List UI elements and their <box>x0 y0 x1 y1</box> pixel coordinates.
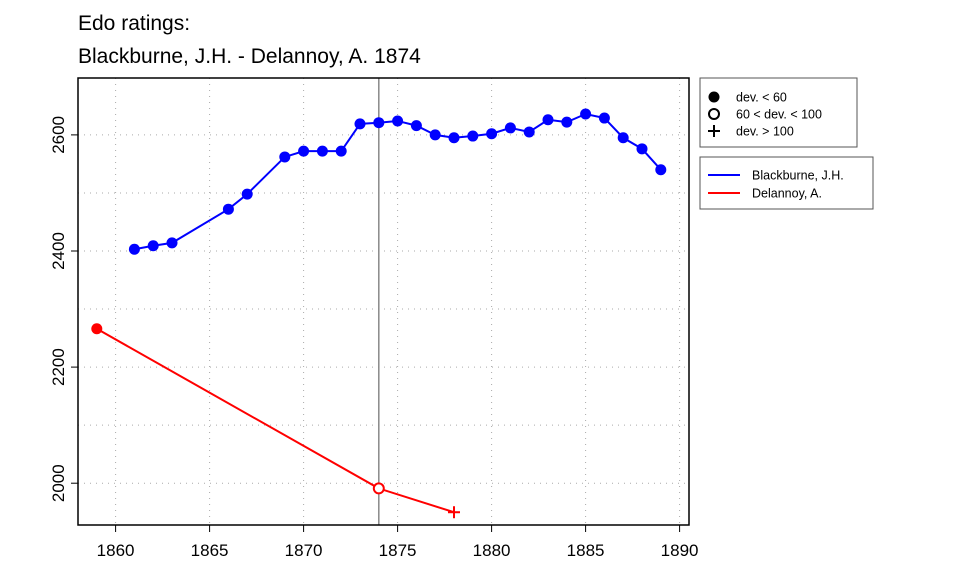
point-dot <box>298 145 310 157</box>
y-axis: 2000 2200 2400 2600 <box>49 116 78 502</box>
point-dot <box>222 203 234 215</box>
x-tick-label: 1875 <box>379 541 417 560</box>
legend-marker-label: 60 < dev. < 100 <box>736 108 822 122</box>
point-dot <box>279 151 291 163</box>
point-dot <box>241 188 253 200</box>
point-dot <box>392 115 404 127</box>
point-dot <box>467 130 479 142</box>
x-tick-label: 1865 <box>191 541 229 560</box>
grid <box>78 78 689 525</box>
legend-marker-label: dev. < 60 <box>736 91 787 105</box>
marker-legend: dev. < 60 60 < dev. < 100 dev. > 100 <box>699 77 858 148</box>
y-tick-label: 2600 <box>49 116 68 154</box>
y-tick-label: 2400 <box>49 232 68 270</box>
legend-series-label: Delannoy, A. <box>752 187 822 201</box>
point-dot <box>354 118 366 130</box>
x-tick-label: 1870 <box>285 541 323 560</box>
point-dot <box>335 145 347 157</box>
chart-title-line2: Blackburne, J.H. - Delannoy, A. 1874 <box>78 45 421 68</box>
point-dot <box>147 240 159 252</box>
series-line <box>96 327 455 514</box>
point-dot <box>523 126 535 138</box>
chart-title-line1: Edo ratings: <box>78 12 190 35</box>
x-tick-label: 1890 <box>661 541 699 560</box>
point-dot <box>617 132 629 144</box>
point-dot <box>504 122 516 134</box>
point-dot <box>91 323 103 335</box>
point-dot <box>373 117 385 129</box>
legend-marker-label: dev. > 100 <box>736 125 794 139</box>
point-circle <box>708 108 720 120</box>
point-dot <box>429 129 441 141</box>
point-dot <box>448 132 460 144</box>
point-plus <box>448 506 460 519</box>
point-plus <box>708 125 720 137</box>
x-tick-label: 1880 <box>473 541 511 560</box>
point-dot <box>410 120 422 132</box>
point-dot <box>542 114 554 126</box>
legend-series-label: Blackburne, J.H. <box>752 169 844 183</box>
point-circle <box>372 482 385 495</box>
x-axis: 1860 1865 1870 1875 1880 1885 1890 <box>97 525 699 560</box>
plot-frame <box>77 77 690 526</box>
series-layer <box>91 108 667 519</box>
point-dot <box>316 145 328 157</box>
point-dot <box>128 243 140 255</box>
point-dot <box>636 143 648 155</box>
point-dot <box>580 108 592 120</box>
series-0 <box>128 108 667 255</box>
point-dot <box>708 91 720 103</box>
point-dot <box>166 237 178 249</box>
series-legend: Blackburne, J.H. Delannoy, A. <box>699 156 874 210</box>
point-dot <box>561 116 573 128</box>
x-tick-label: 1860 <box>97 541 135 560</box>
x-tick-label: 1885 <box>567 541 605 560</box>
y-tick-label: 2000 <box>49 464 68 502</box>
y-tick-label: 2200 <box>49 348 68 386</box>
point-dot <box>655 164 667 176</box>
point-dot <box>598 112 610 124</box>
series-1 <box>91 323 460 519</box>
point-dot <box>486 128 498 140</box>
